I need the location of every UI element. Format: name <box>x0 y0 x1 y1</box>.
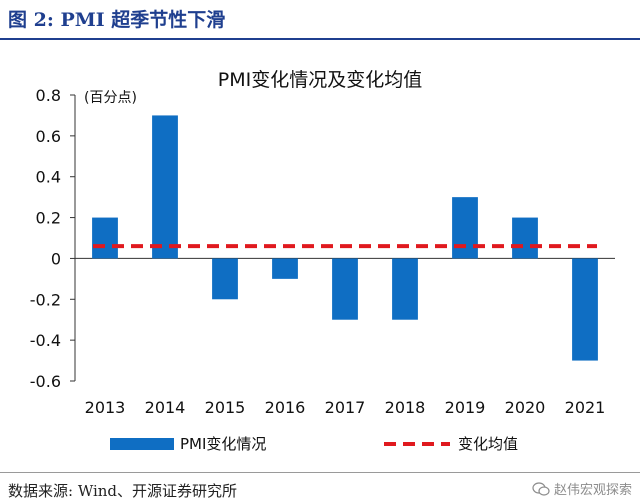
figure-header: 图 2: PMI 超季节性下滑 <box>0 0 640 38</box>
unit-label: (百分点) <box>84 90 137 106</box>
legend-line-label: 变化均值 <box>458 435 518 453</box>
bar-2013 <box>92 217 118 259</box>
y-tick-label: 0 <box>51 249 61 268</box>
wechat-icon <box>532 481 550 496</box>
x-tick-label: 2015 <box>205 398 246 417</box>
chart-title: PMI变化情况及变化均值 <box>218 69 422 91</box>
y-tick-label: 0.8 <box>36 86 61 105</box>
legend-bar-label: PMI变化情况 <box>180 435 266 453</box>
y-tick-label: 0.2 <box>36 209 61 228</box>
x-tick-label: 2017 <box>325 398 366 417</box>
x-tick-labels: 2013 2014 2015 2016 2017 2018 2019 2020 2021 <box>85 398 606 417</box>
pmi-bar-chart: PMI变化情况及变化均值 (百分点) 2013 2014 2015 2016 2017 2… <box>30 69 615 453</box>
bar-2019 <box>452 197 478 259</box>
watermark: 赵伟宏观探索 <box>532 479 632 498</box>
bar-2021 <box>572 258 598 361</box>
title-rule <box>0 38 640 40</box>
x-tick-label: 2020 <box>505 398 546 417</box>
bar-2017 <box>332 258 358 320</box>
x-tick-label: 2016 <box>265 398 306 417</box>
x-tick-label: 2014 <box>145 398 186 417</box>
bar-2018 <box>392 258 418 320</box>
x-tick-label: 2018 <box>385 398 426 417</box>
source-note: 数据来源: Wind、开源证券研究所 <box>8 482 238 500</box>
y-tick-label: -0.4 <box>30 331 61 350</box>
legend: PMI变化情况 变化均值 <box>110 435 518 453</box>
y-tick-label: -0.6 <box>30 372 61 391</box>
x-tick-label: 2019 <box>445 398 486 417</box>
y-tick-label: 0.6 <box>36 127 61 146</box>
bar-2015 <box>212 258 238 300</box>
watermark-text: 赵伟宏观探索 <box>553 483 632 498</box>
y-tick-labels: 0.8 0.6 0.4 0.2 0 -0.2 -0.4 -0.6 <box>30 86 61 391</box>
y-tick-label: 0.4 <box>36 168 61 187</box>
x-tick-label: 2013 <box>85 398 126 417</box>
y-tick-label: -0.2 <box>30 290 61 309</box>
bar-2014 <box>152 115 178 259</box>
legend-bar-swatch <box>110 438 174 450</box>
x-tick-label: 2021 <box>565 398 606 417</box>
bar-2020 <box>512 217 538 259</box>
figure-title: 图 2: PMI 超季节性下滑 <box>8 9 226 31</box>
source-rule <box>0 472 640 473</box>
bars-group <box>92 115 598 361</box>
bar-2016 <box>272 258 298 279</box>
